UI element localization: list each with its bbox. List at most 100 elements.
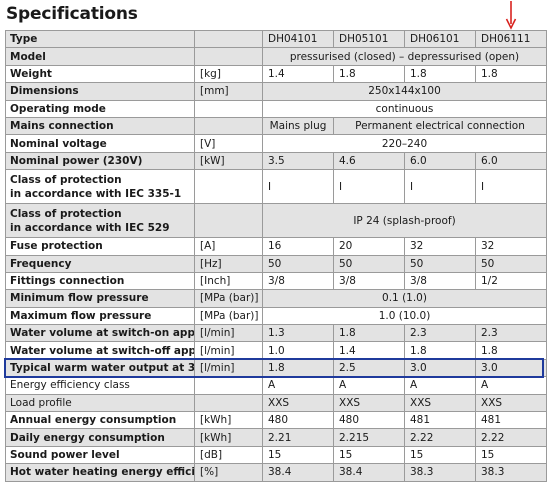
table-row-sound-power: Sound power level [dB] 15 15 15 15 [5,445,547,465]
table-row-water-volume-on: Water volume at switch-on approx. [l/min… [5,324,547,343]
cell-value: A [333,376,405,395]
cell-value: 15 [475,445,547,465]
cell-value: 1.8 [333,324,405,343]
row-label: Type [5,29,195,49]
row-label: Water volume at switch-off approx. [5,341,195,360]
row-label: Class of protection in accordance with IE… [5,169,195,205]
row-unit: [kW] [194,151,263,171]
cell-value: 1.4 [333,341,405,360]
cell-value: 3/8 [333,271,405,291]
cell-value: Mains plug [262,116,334,136]
label-line: Class of protection [10,207,122,220]
label-line: in accordance with IEC 335-1 [10,187,182,200]
row-unit: [MPa (bar)] [194,289,263,308]
table-row-min-flow-pressure: Minimum flow pressure [MPa (bar)] 0.1 (1… [5,289,547,308]
cell-value: 2.215 [333,428,405,447]
cell-value: 2.22 [404,428,476,447]
cell-value: 481 [404,411,476,430]
row-unit: [Hz] [194,254,263,273]
arrow-down-icon [505,1,517,30]
row-label: Sound power level [5,445,195,465]
row-unit: [l/min] [194,358,263,378]
cell-value: 6.0 [404,151,476,171]
row-unit: [Inch] [194,271,263,291]
row-label: Frequency [5,254,195,273]
cell-value: 1.8 [262,358,334,378]
col-header-dh05101: DH05101 [333,29,405,49]
cell-value: XXS [475,393,547,413]
row-label: Load profile [5,393,195,413]
row-unit: [A] [194,237,263,256]
cell-value: XXS [333,393,405,413]
table-row-warm-water-output: Typical warm water output at 37 °C [l/mi… [5,358,547,378]
row-label: Hot water heating energy efficiency [5,463,195,482]
row-label: Weight [5,64,195,84]
row-label: Nominal power (230V) [5,151,195,171]
cell-value: 50 [262,254,334,273]
cell-value: 50 [475,254,547,273]
cell-value: 3/8 [404,271,476,291]
cell-value: 3/8 [262,271,334,291]
table-row-dimensions: Dimensions [mm] 250x144x100 [5,82,547,101]
table-row-daily-energy: Daily energy consumption [kWh] 2.21 2.21… [5,428,547,447]
cell-value: 16 [262,237,334,256]
row-unit: [l/min] [194,341,263,360]
cell-value: 2.3 [475,324,547,343]
row-label: Fuse protection [5,237,195,256]
cell-value: 1.8 [333,64,405,84]
cell-value: 6.0 [475,151,547,171]
table-row-mains-connection: Mains connection Mains plug Permanent el… [5,116,547,136]
row-unit: [MPa (bar)] [194,306,263,326]
cell-value: 2.21 [262,428,334,447]
cell-value: 1.4 [262,64,334,84]
cell-value: 3.0 [475,358,547,378]
row-label: Maximum flow pressure [5,306,195,326]
cell-value: 3.5 [262,151,334,171]
row-label: Energy efficiency class [5,376,195,395]
cell-value: 480 [262,411,334,430]
table-row-fuse-protection: Fuse protection [A] 16 20 32 32 [5,237,547,256]
table-row-nominal-power: Nominal power (230V) [kW] 3.5 4.6 6.0 6.… [5,151,547,171]
cell-value: 50 [404,254,476,273]
cell-value: 4.6 [333,151,405,171]
cell-value: 2.3 [404,324,476,343]
cell-value: 1.8 [404,341,476,360]
col-header-dh04101: DH04101 [262,29,334,49]
cell-value: Permanent electrical connection [333,116,547,136]
table-row-model: Model pressurised (closed) – depressuris… [5,47,547,66]
table-row-hot-water-efficiency: Hot water heating energy efficiency [%] … [5,463,547,482]
cell-value: 1.8 [404,64,476,84]
cell-value: 0.1 (1.0) [262,289,547,308]
label-line: Class of protection [10,173,122,186]
row-unit [194,376,263,395]
cell-value: A [475,376,547,395]
table-row-max-flow-pressure: Maximum flow pressure [MPa (bar)] 1.0 (1… [5,306,547,326]
cell-value: 50 [333,254,405,273]
cell-value: XXS [404,393,476,413]
table-row-protection-iec335: Class of protection in accordance with IE… [5,169,547,205]
cell-value: 15 [333,445,405,465]
table-row-fittings-connection: Fittings connection [Inch] 3/8 3/8 3/8 1… [5,271,547,291]
row-label: Dimensions [5,82,195,101]
cell-value: 1/2 [475,271,547,291]
table-row-type: Type DH04101 DH05101 DH06101 DH06111 [5,29,547,49]
row-unit: [l/min] [194,324,263,343]
table-row-load-profile: Load profile XXS XXS XXS XXS [5,393,547,413]
row-label: Class of protection in accordance with IE… [5,203,195,239]
cell-value: 250x144x100 [262,82,547,101]
row-unit: [kWh] [194,428,263,447]
col-header-dh06101: DH06101 [404,29,476,49]
cell-value: I [475,169,547,205]
cell-value: 2.5 [333,358,405,378]
row-label: Mains connection [5,116,195,136]
cell-value: 32 [404,237,476,256]
table-row-annual-energy: Annual energy consumption [kWh] 480 480 … [5,411,547,430]
table-row-protection-iec529: Class of protection in accordance with IE… [5,203,547,239]
table-row-nominal-voltage: Nominal voltage [V] 220–240 [5,134,547,153]
row-unit: [kWh] [194,411,263,430]
row-unit [194,203,263,239]
row-unit [194,169,263,205]
cell-value: A [262,376,334,395]
cell-value: IP 24 (splash-proof) [262,203,547,239]
cell-value: 1.3 [262,324,334,343]
